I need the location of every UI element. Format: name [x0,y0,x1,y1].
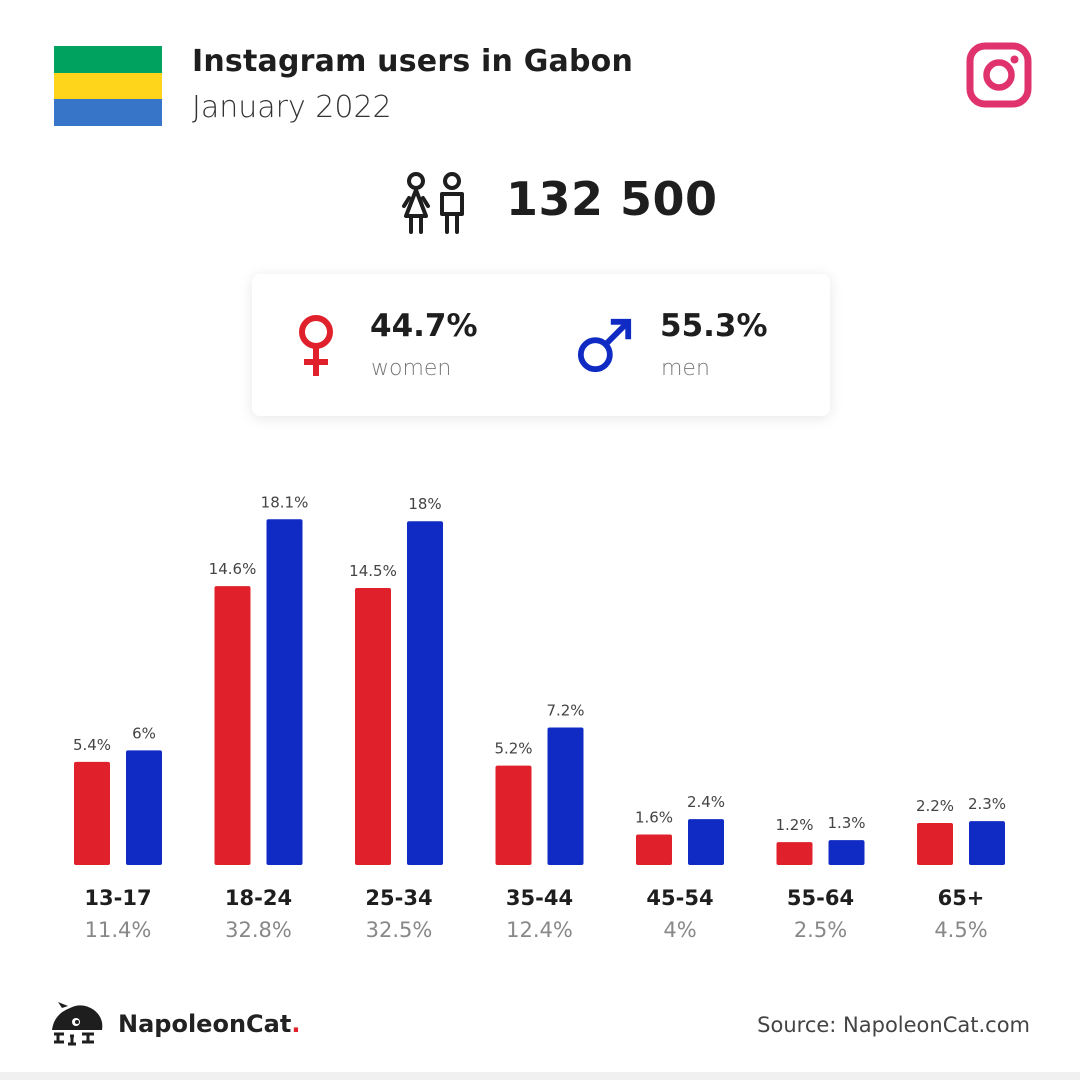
men-label: men [661,356,710,381]
category-label-25-34: 25-34 [365,886,432,910]
bar-women-65+ [917,822,953,865]
flag-stripe-blue [54,99,162,126]
bar-label-men-55-64: 1.3% [827,814,865,832]
flag-stripe-yellow [54,72,162,100]
brand-name-text: NapoleonCat [118,1010,292,1038]
brand-dot: . [291,1010,301,1038]
bar-men-65+ [969,821,1005,865]
flag-stripe-green [54,46,162,73]
bar-women-35-44 [495,765,532,865]
bar-label-women-45-54: 1.6% [635,808,673,826]
category-label-45-54: 45-54 [646,886,713,910]
category-total-13-17: 11.4% [85,918,152,942]
category-total-45-54: 4% [663,918,696,942]
category-label-13-17: 13-17 [84,886,151,910]
category-total-25-34: 32.5% [366,918,433,942]
bar-label-women-18-24: 14.6% [209,560,257,578]
bottom-bar [0,1072,1080,1080]
bar-label-women-55-64: 1.2% [775,816,813,834]
bar-label-women-25-34: 14.5% [349,562,397,580]
bar-women-45-54 [636,834,672,865]
page-title: Instagram users in Gabon [192,44,634,79]
category-total-35-44: 12.4% [506,918,573,942]
brand-name: NapoleonCat. [118,1010,300,1038]
bar-men-13-17 [126,750,162,865]
napoleoncat-logo-icon [52,1002,103,1046]
women-label: women [371,356,452,381]
male-icon [577,318,632,373]
women-percent: 44.7% [370,308,478,344]
bar-men-45-54 [688,819,724,865]
category-total-55-64: 2.5% [794,918,847,942]
bar-men-18-24 [266,519,303,865]
bar-label-men-35-44: 7.2% [546,701,584,719]
bar-women-55-64 [776,842,813,865]
bar-women-13-17 [74,761,110,865]
page-subtitle: January 2022 [192,90,392,125]
bar-label-women-65+: 2.2% [916,797,954,815]
category-label-18-24: 18-24 [225,886,292,910]
bar-label-men-25-34: 18% [408,495,441,513]
category-total-18-24: 32.8% [225,918,292,942]
bar-label-men-18-24: 18.1% [261,493,309,511]
bar-men-25-34 [407,521,443,865]
category-label-65+: 65+ [938,886,985,910]
instagram-icon [966,42,1032,108]
category-label-55-64: 55-64 [787,886,854,910]
gabon-flag-icon [54,46,162,126]
category-total-65+: 4.5% [934,918,987,942]
gender-split-card: 44.7% women 55.3% men [252,274,830,416]
bar-men-55-64 [828,840,865,865]
men-percent: 55.3% [660,308,768,344]
bar-label-men-65+: 2.3% [968,795,1006,813]
female-icon [299,315,333,376]
age-gender-bar-chart: 5.4% 6% 13-17 11.4% 14.6% 18.1% 18-24 32.8% 14.5… [73,493,1006,942]
bar-women-25-34 [355,588,391,865]
total-users-value: 132 500 [506,172,718,226]
bar-women-18-24 [214,586,251,865]
bar-men-35-44 [547,727,584,865]
source-text: Source: NapoleonCat.com [757,1013,1030,1037]
bar-label-women-13-17: 5.4% [73,736,111,754]
bar-label-men-13-17: 6% [132,724,156,742]
category-label-35-44: 35-44 [506,886,573,910]
users-icon [402,172,464,234]
bar-label-women-35-44: 5.2% [494,740,532,758]
bar-label-men-45-54: 2.4% [687,793,725,811]
